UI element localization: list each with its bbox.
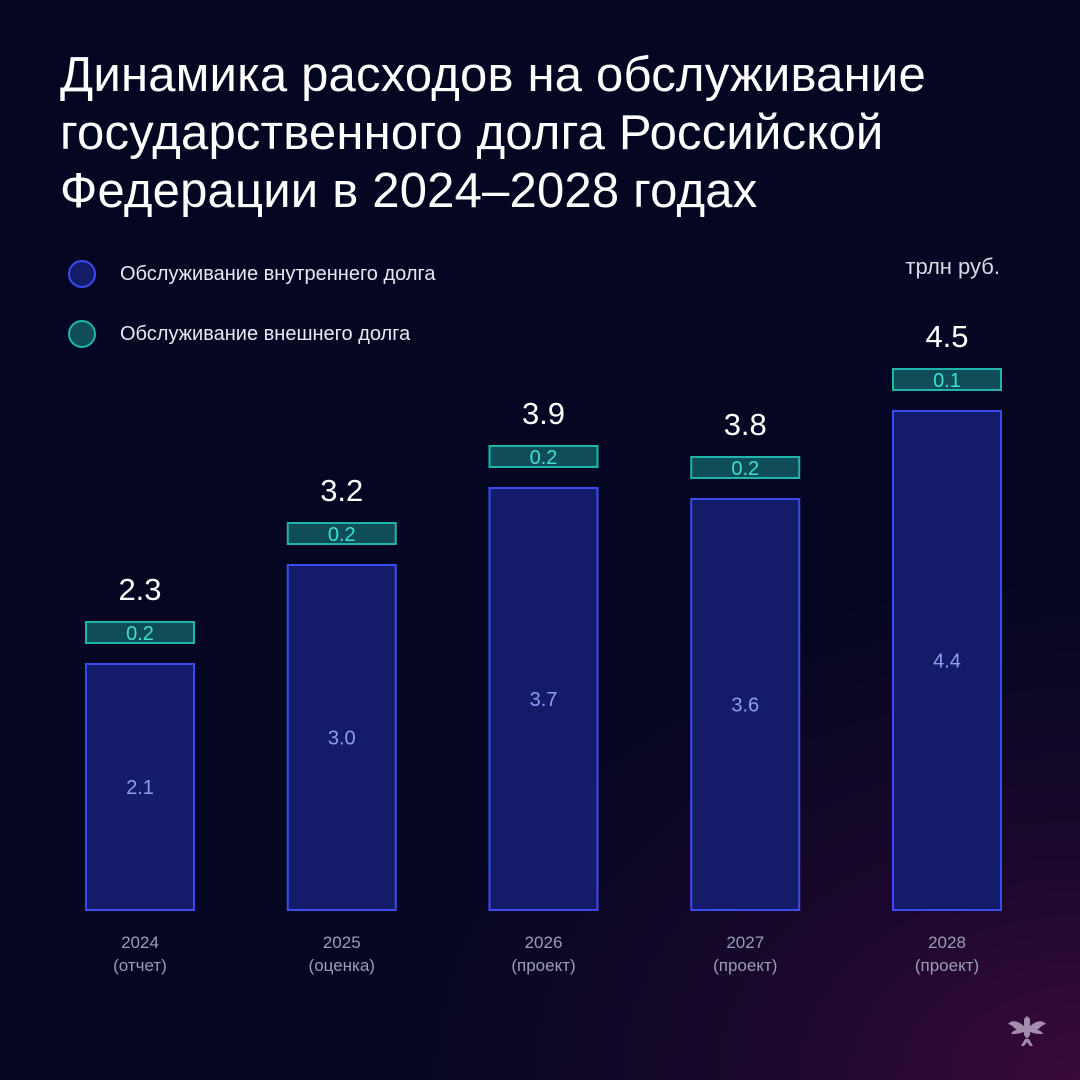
legend-label-domestic: Обслуживание внутреннего долга: [120, 262, 436, 285]
total-value-label: 2.3: [118, 572, 161, 607]
total-value-label: 4.5: [925, 319, 968, 354]
legend-swatch-external-icon: [68, 320, 96, 348]
x-tick-sublabel: (проект): [915, 956, 979, 975]
external-bar: [892, 368, 1002, 391]
domestic-value-label: 3.7: [530, 689, 558, 711]
external-value-label: 0.2: [328, 524, 356, 546]
domestic-bar: [488, 487, 599, 911]
legend-item-domestic: Обслуживание внутреннего долга: [68, 260, 435, 288]
domestic-bar: [690, 498, 801, 911]
x-tick-sublabel: (оценка): [309, 956, 375, 975]
external-bar: [690, 456, 801, 479]
x-tick-label: 2026: [525, 933, 563, 952]
x-tick-sublabel: (проект): [511, 956, 575, 975]
external-value-label: 0.2: [731, 458, 759, 480]
legend-label-external: Обслуживание внешнего долга: [120, 322, 411, 345]
chart-title: Динамика расходов на обслуживание госуда…: [60, 48, 926, 218]
total-value-label: 3.8: [724, 407, 767, 442]
legend-item-external: Обслуживание внешнего долга: [68, 320, 410, 348]
external-bar: [286, 522, 397, 545]
external-bar: [488, 445, 599, 468]
domestic-bar: [286, 564, 397, 911]
x-tick-label: 2024: [121, 933, 159, 952]
domestic-value-label: 3.6: [731, 695, 759, 717]
x-tick-label: 2028: [928, 933, 966, 952]
external-bar: [85, 621, 195, 644]
domestic-bar: [85, 663, 195, 911]
domestic-bar: [892, 410, 1002, 911]
x-tick-label: 2027: [726, 933, 764, 952]
domestic-value-label: 4.4: [933, 651, 961, 673]
legend-swatch-domestic-icon: [68, 260, 96, 288]
x-tick-sublabel: (отчет): [113, 956, 167, 975]
domestic-value-label: 3.0: [328, 728, 356, 750]
total-value-label: 3.2: [320, 473, 363, 508]
x-tick-sublabel: (проект): [713, 956, 777, 975]
external-value-label: 0.2: [126, 623, 154, 645]
x-tick-label: 2025: [323, 933, 361, 952]
external-value-label: 0.1: [933, 370, 961, 392]
total-value-label: 3.9: [522, 396, 565, 431]
external-value-label: 0.2: [530, 447, 558, 469]
domestic-value-label: 2.1: [126, 777, 154, 799]
unit-label: трлн руб.: [905, 254, 1000, 279]
emblem-logo-icon: [1008, 1016, 1046, 1046]
